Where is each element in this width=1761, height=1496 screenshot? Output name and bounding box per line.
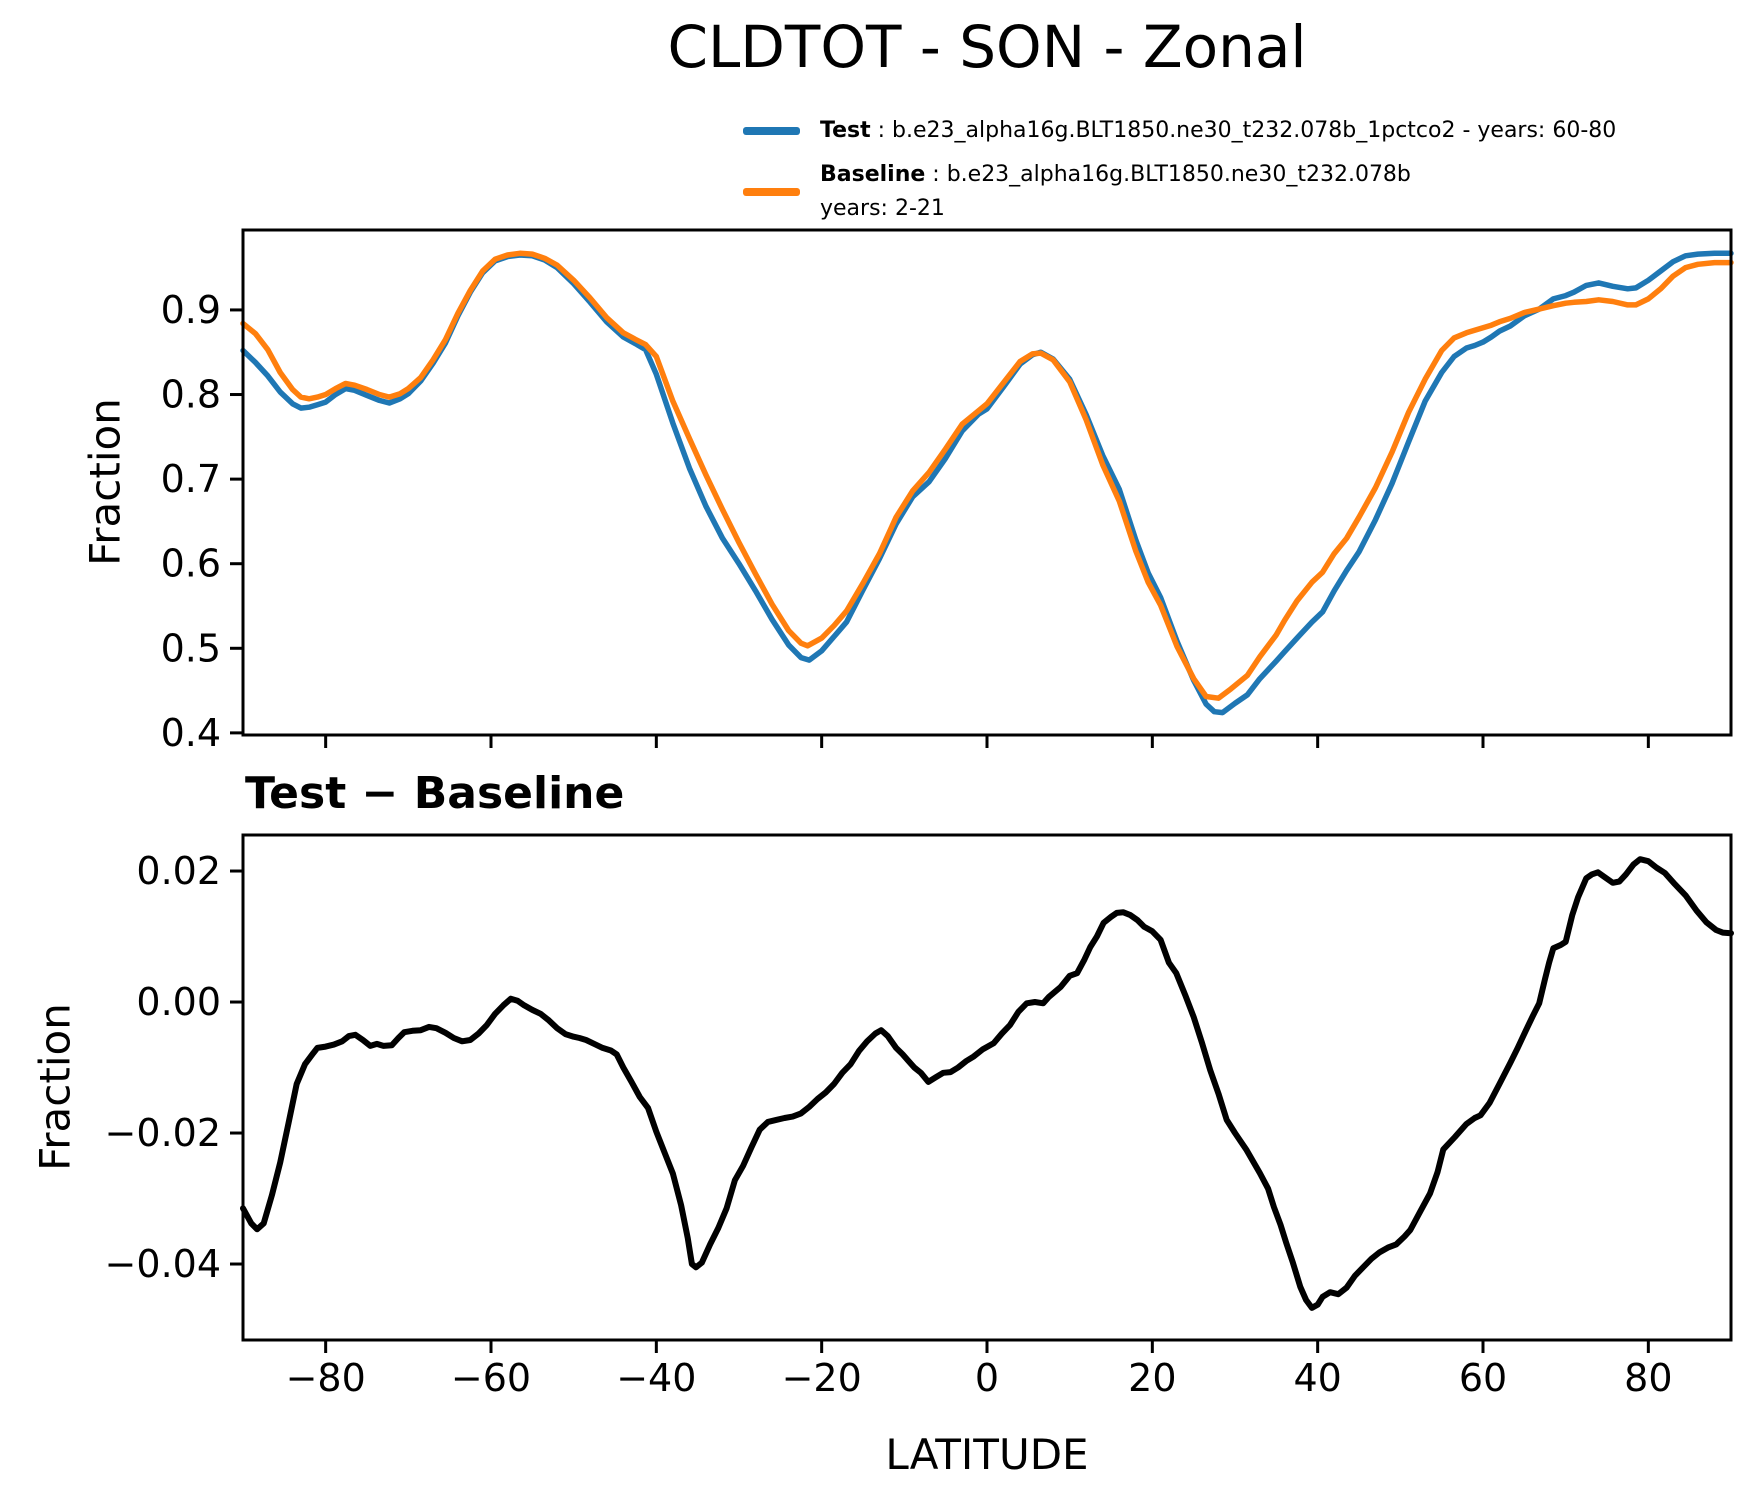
baseline-line-swatch [743, 188, 800, 196]
x-tick-label: −80 [286, 1356, 366, 1400]
x-axis-label: LATITUDE [885, 1430, 1089, 1479]
legend-entry-test: Test : b.e23_alpha16g.BLT1850.ne30_t232.… [743, 114, 1616, 148]
x-tick-label: −20 [782, 1356, 862, 1400]
y-tick-label: 0.4 [161, 711, 221, 755]
legend-baseline-years: years: 2-21 [820, 196, 945, 221]
diff-plot-ylabel: Fraction [30, 1003, 80, 1171]
y-tick-label: −0.04 [105, 1242, 221, 1286]
legend-baseline-text: Baseline : b.e23_alpha16g.BLT1850.ne30_t… [820, 158, 1411, 226]
test-series-line [240, 250, 1734, 716]
diff-series-line [240, 856, 1734, 1311]
axes-frame [241, 833, 1733, 1342]
x-tick-label: 0 [975, 1356, 999, 1400]
legend-test-text: Test : b.e23_alpha16g.BLT1850.ne30_t232.… [820, 114, 1616, 148]
y-tick-label: −0.02 [105, 1111, 221, 1155]
figure-title: CLDTOT - SON - Zonal [667, 13, 1307, 81]
legend-baseline-label: Baseline [820, 162, 926, 187]
x-tick-label: −60 [451, 1356, 531, 1400]
axes-frame [241, 228, 1733, 737]
diff-plot-title: Test − Baseline [245, 768, 625, 819]
y-tick-label: 0.5 [161, 626, 221, 670]
top-plot-ylabel: Fraction [80, 398, 130, 566]
y-tick-label: 0.6 [161, 542, 221, 586]
legend-baseline-desc: : b.e23_alpha16g.BLT1850.ne30_t232.078b [925, 162, 1411, 187]
y-tick-label: 0.02 [136, 849, 221, 893]
legend: Test : b.e23_alpha16g.BLT1850.ne30_t232.… [743, 114, 1616, 236]
legend-test-desc: : b.e23_alpha16g.BLT1850.ne30_t232.078b_… [870, 118, 1617, 143]
x-tick-label: 40 [1293, 1356, 1341, 1400]
x-tick-label: 80 [1624, 1356, 1672, 1400]
x-tick-label: 20 [1128, 1356, 1176, 1400]
legend-entry-baseline: Baseline : b.e23_alpha16g.BLT1850.ne30_t… [743, 158, 1616, 226]
y-tick-label: 0.7 [161, 457, 221, 501]
x-tick-label: 60 [1459, 1356, 1507, 1400]
baseline-series-line [240, 250, 1734, 701]
y-tick-label: 0.9 [161, 288, 221, 332]
legend-test-label: Test [820, 118, 871, 143]
x-tick-label: −40 [616, 1356, 696, 1400]
y-tick-label: 0.00 [136, 980, 221, 1024]
y-tick-label: 0.8 [161, 373, 221, 417]
test-line-swatch [743, 127, 800, 135]
